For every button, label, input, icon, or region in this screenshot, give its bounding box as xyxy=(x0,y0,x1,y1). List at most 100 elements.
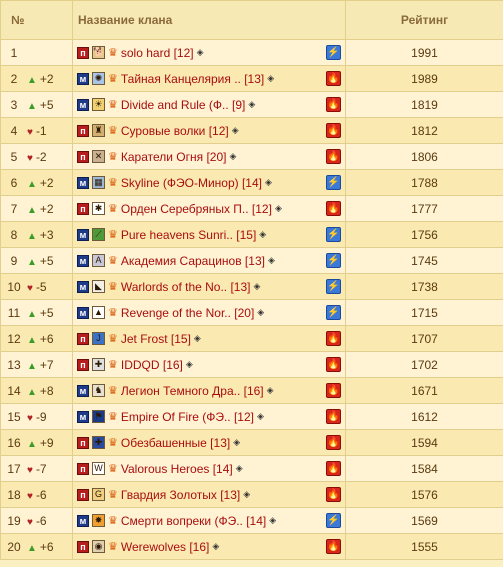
fire-icon: 🔥 xyxy=(326,409,341,424)
uk-flag-emblem-icon[interactable]: ✚ xyxy=(92,436,105,450)
rank-number: 16 xyxy=(7,435,21,450)
crown-icon: ♛ xyxy=(108,385,118,398)
table-row: 19 ♥ -6 м ✸ ♛ Смерти вопреки (ФЭ.. [14] ◈ ⚡ 1569 xyxy=(0,507,503,534)
info-icon[interactable]: ◈ xyxy=(257,307,265,318)
swords-emblem-icon[interactable]: ✕ xyxy=(92,150,105,164)
fire-icon: 🔥 xyxy=(326,149,341,164)
info-icon[interactable]: ◈ xyxy=(235,463,243,474)
a-shield-emblem-icon[interactable]: A xyxy=(92,254,105,268)
info-icon[interactable]: ◈ xyxy=(274,203,282,214)
info-icon[interactable]: ◈ xyxy=(269,515,277,526)
dragon-emblem-icon[interactable]: ♞ xyxy=(92,384,105,398)
header-number[interactable]: № xyxy=(0,0,73,40)
clan-name-link[interactable]: Valorous Heroes [14] xyxy=(120,461,233,476)
clan-name-link[interactable]: Werewolves [16] xyxy=(120,539,210,554)
info-icon[interactable]: ◈ xyxy=(265,177,272,188)
lion-emblem-icon[interactable]: ◣ xyxy=(92,280,105,294)
m-badge-icon: м xyxy=(77,410,89,423)
info-icon[interactable]: ◈ xyxy=(185,359,193,370)
clan-name-link[interactable]: Гвардия Золотых [13] xyxy=(120,487,241,502)
header-rating[interactable]: Рейтинг xyxy=(345,0,503,40)
clan-name-link[interactable]: Jet Frost [15] xyxy=(120,331,191,346)
lightning-icon: ⚡ xyxy=(326,45,341,60)
clan-cell: п ✚ ♛ Обезбашенные [13] ◈ 🔥 xyxy=(72,429,346,456)
clan-name-link[interactable]: Суровые волки [12] xyxy=(120,123,229,138)
clan-name-link[interactable]: Skyline (ФЭО-Минор) [14] xyxy=(120,175,262,190)
clan-name-link[interactable]: Empire Of Fire (ФЭ.. [12] xyxy=(120,409,254,424)
info-icon[interactable]: ◈ xyxy=(243,489,251,500)
rank-change: +9 xyxy=(39,435,54,450)
clan-cell: м ♞ ♛ Легион Темного Дра.. [16] ◈ 🔥 xyxy=(72,377,346,404)
m-badge-icon: м xyxy=(77,98,89,111)
clan-name-link[interactable]: solo hard [12] xyxy=(120,45,194,60)
rating-value: 1584 xyxy=(345,455,503,482)
clan-name-link[interactable]: Pure heavens Sunri.. [15] xyxy=(120,227,257,242)
sun-emblem-icon[interactable]: ☀ xyxy=(92,98,105,112)
city-emblem-icon[interactable]: ▦ xyxy=(92,176,105,190)
clan-cell: п ✚ ♛ IDDQD [16] ◈ 🔥 xyxy=(72,351,346,378)
info-icon[interactable]: ◈ xyxy=(231,125,239,136)
triangle-emblem-icon[interactable]: ▲ xyxy=(92,306,105,320)
crown-icon: ♛ xyxy=(108,437,118,450)
rank-change: +7 xyxy=(39,357,54,372)
p-badge-icon: п xyxy=(77,462,89,475)
rank-cell: 16 ▲ +9 xyxy=(0,429,73,456)
crown-icon: ♛ xyxy=(108,47,118,60)
info-icon[interactable]: ◈ xyxy=(267,255,275,266)
rank-cell: 20 ▲ +6 xyxy=(0,533,73,560)
rank-change: +5 xyxy=(39,97,54,112)
clan-name-link[interactable]: Легион Темного Дра.. [16] xyxy=(120,383,264,398)
rank-cell: 13 ▲ +7 xyxy=(0,351,73,378)
rank-number: 6 xyxy=(10,175,18,190)
rating-value: 1612 xyxy=(345,403,503,430)
clan-name-link[interactable]: Divide and Rule (Ф.. [9] xyxy=(120,97,246,112)
rating-value: 1569 xyxy=(345,507,503,534)
header-clan-name[interactable]: Название клана xyxy=(72,0,346,40)
rank-cell: 5 ♥ -2 xyxy=(0,143,73,170)
fire-icon: 🔥 xyxy=(326,97,341,112)
info-icon[interactable]: ◈ xyxy=(248,99,256,110)
clan-name-link[interactable]: IDDQD [16] xyxy=(120,357,183,372)
heart-down-icon: ♥ xyxy=(27,464,33,476)
j-emblem-icon[interactable]: J xyxy=(92,332,105,346)
crown-icon: ♛ xyxy=(108,515,118,528)
dog-emblem-icon[interactable]: 🐕 xyxy=(92,46,105,60)
clan-cell: п G ♛ Гвардия Золотых [13] ◈ 🔥 xyxy=(72,481,346,508)
snowflake-emblem-icon[interactable]: ✱ xyxy=(92,202,105,216)
info-icon[interactable]: ◈ xyxy=(193,333,201,344)
info-icon[interactable]: ◈ xyxy=(259,229,267,240)
feather-emblem-icon[interactable]: ⟋ xyxy=(92,228,105,242)
info-icon[interactable]: ◈ xyxy=(256,411,264,422)
fire-icon: 🔥 xyxy=(326,461,341,476)
wings-emblem-icon[interactable]: W xyxy=(92,462,105,476)
rank-change: +2 xyxy=(39,201,54,216)
rating-value: 1594 xyxy=(345,429,503,456)
cross-emblem-icon[interactable]: ✚ xyxy=(92,358,105,372)
fire-icon: 🔥 xyxy=(326,123,341,138)
info-icon[interactable]: ◈ xyxy=(233,437,241,448)
castle-emblem-icon[interactable]: ♜ xyxy=(92,124,105,138)
wolf-emblem-icon[interactable]: ◉ xyxy=(92,540,105,554)
arrow-up-icon: ▲ xyxy=(27,386,37,398)
info-icon[interactable]: ◈ xyxy=(253,281,261,292)
clan-name-link[interactable]: Смерти вопреки (ФЭ.. [14] xyxy=(120,513,267,528)
clan-name-link[interactable]: Орден Серебряных П.. [12] xyxy=(120,201,272,216)
info-icon[interactable]: ◈ xyxy=(229,151,237,162)
clan-cell: м A ♛ Академия Сарацинов [13] ◈ ⚡ xyxy=(72,247,346,274)
clan-name-link[interactable]: Тайная Канцелярия .. [13] xyxy=(120,71,265,86)
clan-name-link[interactable]: Академия Сарацинов [13] xyxy=(120,253,265,268)
burst-emblem-icon[interactable]: ✸ xyxy=(92,514,105,528)
flag-emblem-icon[interactable]: ⚑ xyxy=(92,410,105,424)
info-icon[interactable]: ◈ xyxy=(266,385,274,396)
swirl-emblem-icon[interactable]: ✺ xyxy=(92,72,105,86)
info-icon[interactable]: ◈ xyxy=(212,541,220,552)
clan-name-link[interactable]: Обезбашенные [13] xyxy=(120,435,231,450)
g-coin-emblem-icon[interactable]: G xyxy=(92,488,105,502)
info-icon[interactable]: ◈ xyxy=(196,47,204,58)
clan-name-link[interactable]: Каратели Огня [20] xyxy=(120,149,227,164)
info-icon[interactable]: ◈ xyxy=(267,73,275,84)
clan-name-link[interactable]: Revenge of the Nor.. [20] xyxy=(120,305,255,320)
clan-name-link[interactable]: Warlords of the No.. [13] xyxy=(120,279,251,294)
rating-value: 1819 xyxy=(345,91,503,118)
table-row: 4 ♥ -1 п ♜ ♛ Суровые волки [12] ◈ 🔥 1812 xyxy=(0,117,503,144)
